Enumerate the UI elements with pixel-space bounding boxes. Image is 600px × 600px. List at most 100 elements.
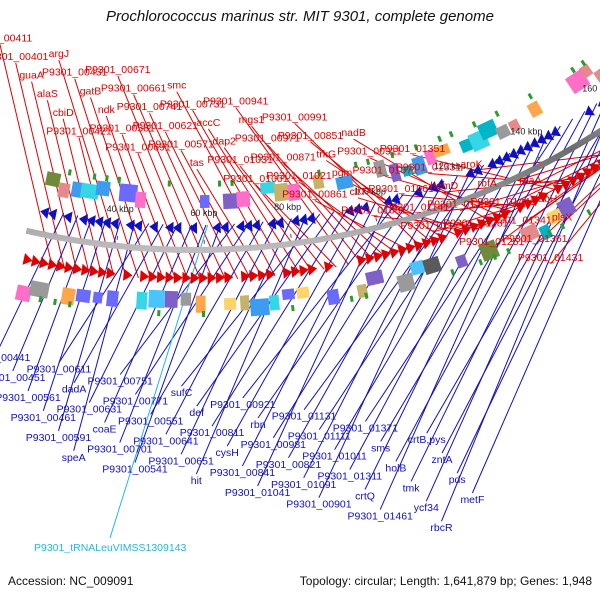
forward-gene-arrow[interactable] (484, 215, 495, 227)
feature-block[interactable] (494, 123, 512, 140)
feature-block[interactable] (335, 174, 354, 191)
forward-gene-arrow[interactable] (307, 263, 318, 276)
feature-block[interactable] (223, 297, 237, 311)
forward-gene-arrow[interactable] (290, 266, 301, 278)
marker-block[interactable] (230, 179, 234, 187)
reverse-gene-label[interactable]: holB (385, 462, 406, 474)
forward-gene-arrow[interactable] (581, 168, 593, 179)
marker-block[interactable] (570, 66, 576, 74)
forward-gene-label[interactable]: P9301_00741 (117, 101, 183, 113)
feature-block[interactable] (236, 190, 251, 208)
forward-gene-arrow[interactable] (39, 256, 50, 269)
feature-block[interactable] (326, 288, 341, 306)
reverse-gene-label[interactable]: P9301_01111 (288, 431, 351, 443)
forward-gene-label[interactable]: P9301_00401 (0, 51, 49, 63)
reverse-gene-arrow[interactable] (165, 221, 174, 234)
feature-block[interactable] (135, 291, 148, 310)
reverse-gene-arrow[interactable] (345, 204, 355, 217)
forward-gene-arrow[interactable] (64, 261, 74, 273)
forward-gene-arrow[interactable] (80, 263, 91, 276)
forward-gene-label[interactable]: plsX (552, 212, 572, 224)
feature-block[interactable] (422, 255, 442, 276)
forward-gene-label[interactable]: citT (349, 186, 367, 198)
feature-block[interactable] (14, 284, 33, 303)
feature-block[interactable] (60, 287, 76, 306)
reverse-gene-arrow[interactable] (94, 216, 104, 229)
marker-block[interactable] (492, 253, 498, 261)
reverse-gene-label[interactable]: coaE (93, 424, 117, 436)
feature-block[interactable] (454, 253, 469, 269)
reverse-gene-arrow[interactable] (220, 221, 229, 234)
forward-gene-label[interactable]: gatB (80, 85, 102, 97)
reverse-gene-label[interactable]: P9301_00811 (180, 427, 245, 439)
reverse-gene-label[interactable]: zntA (431, 454, 452, 466)
reverse-gene-arrow[interactable] (487, 157, 498, 169)
feature-block[interactable] (134, 191, 147, 209)
reverse-gene-label[interactable]: P9301_01041 (225, 487, 291, 499)
feature-block[interactable] (79, 182, 100, 200)
forward-gene-label[interactable]: P9301_01141 (385, 202, 450, 214)
forward-gene-arrow[interactable] (148, 270, 158, 283)
forward-gene-label[interactable]: P9301_00581 (89, 123, 155, 135)
marker-block[interactable] (494, 110, 500, 118)
forward-gene-arrow[interactable] (240, 270, 251, 283)
forward-gene-label[interactable]: alaS (37, 88, 58, 100)
forward-gene-arrow[interactable] (47, 258, 58, 270)
forward-gene-label[interactable]: hemD (430, 180, 458, 192)
forward-gene-label[interactable]: argJ (49, 48, 69, 60)
feature-block[interactable] (195, 295, 206, 313)
forward-gene-label[interactable]: P9301_01171 (400, 220, 465, 232)
reverse-gene-arrow[interactable] (86, 215, 96, 227)
reverse-gene-arrow[interactable] (501, 151, 512, 163)
reverse-gene-arrow[interactable] (235, 220, 245, 233)
marker-block[interactable] (365, 158, 371, 166)
feature-block[interactable] (409, 259, 426, 276)
forward-gene-arrow[interactable] (437, 233, 448, 245)
reverse-gene-label[interactable]: P9301_00461 (11, 412, 77, 424)
reverse-gene-arrow[interactable] (275, 216, 285, 229)
reverse-gene-label[interactable]: hit (191, 475, 202, 487)
reverse-gene-label[interactable]: metF (460, 494, 484, 506)
feature-block[interactable] (164, 290, 178, 308)
forward-gene-label[interactable]: aroK (460, 159, 482, 171)
feature-block[interactable] (106, 290, 119, 308)
forward-gene-label[interactable]: P9301_00911 (337, 146, 402, 158)
marker-block[interactable] (117, 176, 122, 183)
forward-gene-label[interactable]: P9301_00991 (262, 111, 328, 123)
forward-gene-arrow[interactable] (323, 261, 334, 273)
feature-block[interactable] (507, 118, 522, 133)
feature-block[interactable] (296, 286, 310, 299)
forward-gene-label[interactable]: P9301_01071 (352, 164, 418, 176)
forward-gene-arrow[interactable] (249, 270, 259, 283)
reverse-gene-label[interactable]: P9301_00901 (286, 499, 352, 511)
forward-gene-arrow[interactable] (373, 251, 384, 263)
marker-block[interactable] (527, 92, 534, 100)
marker-block[interactable] (437, 135, 443, 143)
forward-gene-label[interactable]: pgm (332, 167, 353, 179)
forward-gene-arrow[interactable] (522, 199, 534, 210)
reverse-gene-arrow[interactable] (360, 201, 371, 213)
reverse-gene-label[interactable]: P9301_00821 (256, 459, 322, 471)
feature-block[interactable] (476, 118, 500, 141)
reverse-gene-label[interactable]: ycf34 (414, 502, 439, 514)
forward-gene-arrow[interactable] (492, 212, 503, 224)
reverse-gene-label[interactable]: P9301_00651 (148, 455, 214, 467)
feature-block[interactable] (199, 195, 210, 208)
reverse-gene-label[interactable]: P9301_00541 (102, 464, 168, 476)
reverse-gene-arrow[interactable] (543, 129, 555, 141)
genome-map[interactable]: 40 kbp 60 kbp 80 kbp 100 kbp 120 kbp 140 kbp 1… (0, 0, 600, 572)
feature-block[interactable] (432, 142, 451, 159)
feature-block[interactable] (259, 181, 276, 195)
forward-gene-label[interactable]: ndk (98, 104, 116, 116)
forward-gene-label[interactable]: P9301_00621 (133, 120, 199, 132)
reverse-gene-arrow[interactable] (391, 193, 401, 205)
reverse-gene-arrow[interactable] (537, 133, 548, 144)
forward-gene-arrow[interactable] (89, 264, 99, 277)
marker-block[interactable] (450, 268, 455, 276)
reverse-gene-label[interactable]: cysH (216, 447, 239, 459)
forward-gene-arrow[interactable] (397, 245, 408, 257)
feature-block[interactable] (545, 207, 564, 226)
forward-gene-arrow[interactable] (468, 221, 480, 233)
forward-gene-label[interactable]: P9301_00941 (203, 96, 269, 108)
forward-gene-arrow[interactable] (30, 254, 41, 267)
